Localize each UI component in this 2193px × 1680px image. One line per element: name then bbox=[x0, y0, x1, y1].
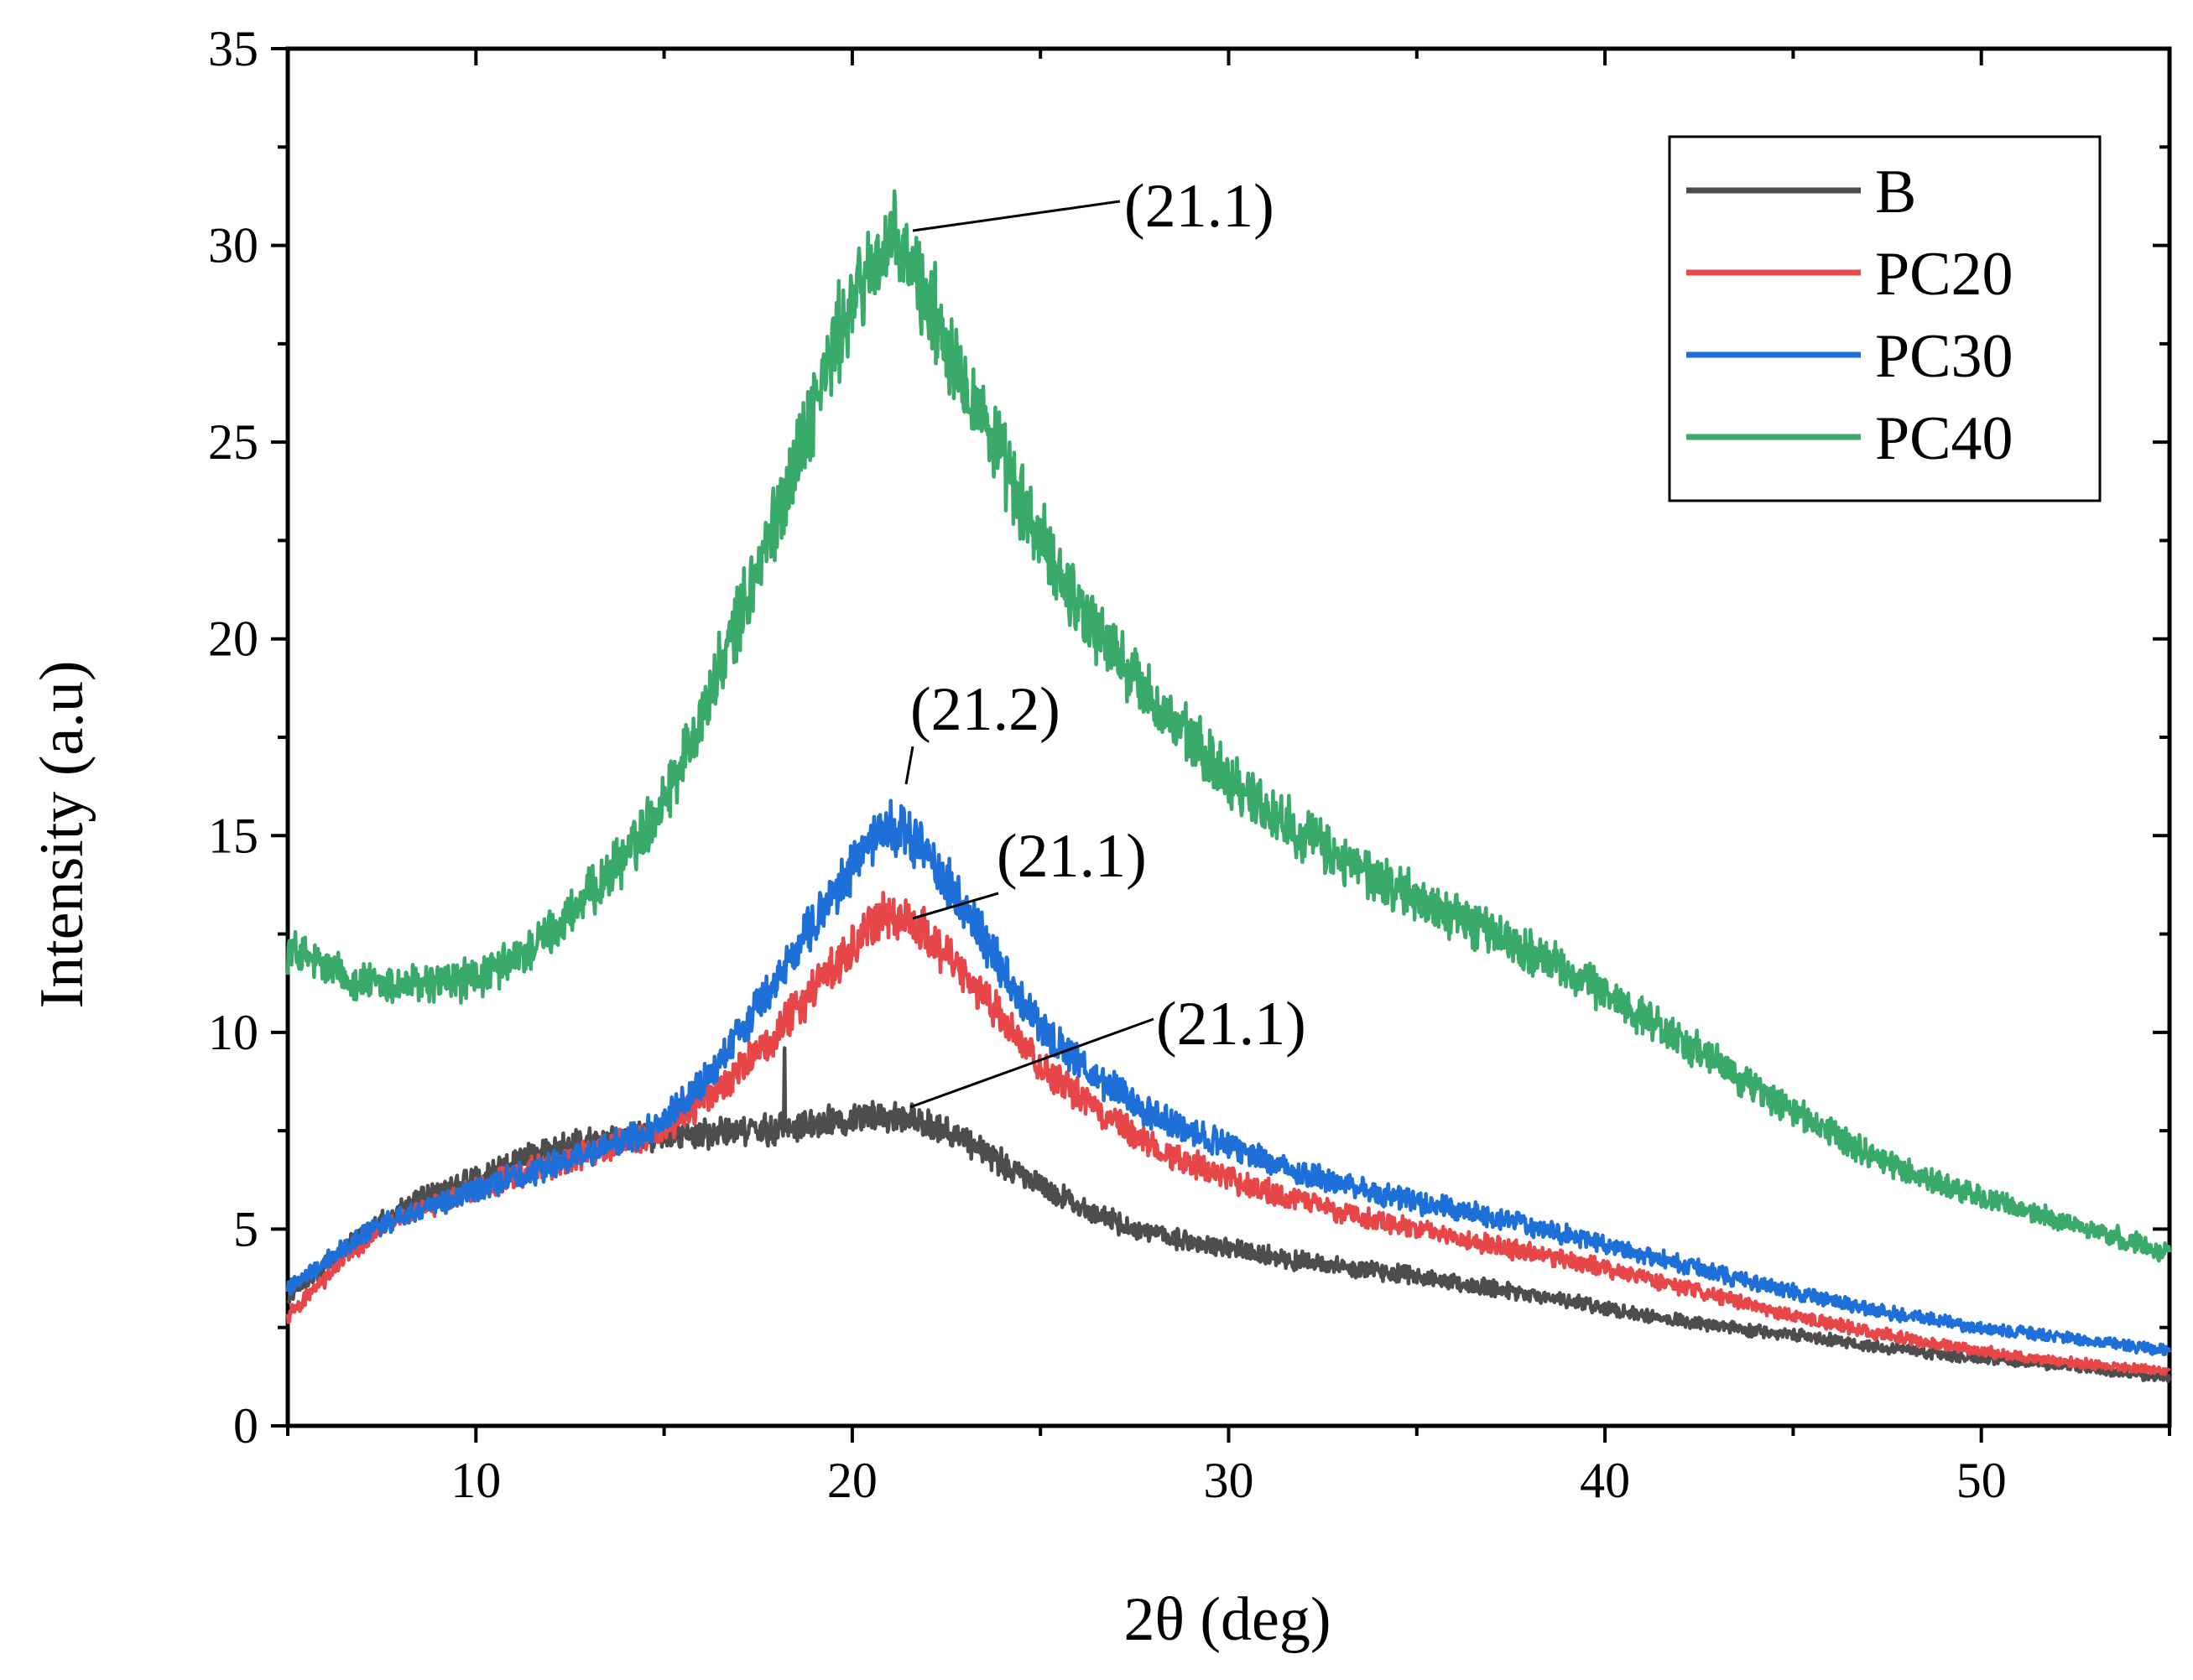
y-tick-label: 25 bbox=[208, 414, 258, 470]
y-tick-label: 30 bbox=[208, 218, 258, 273]
series-line-pc40 bbox=[285, 189, 2172, 1263]
annotation-leader bbox=[912, 200, 1121, 232]
legend-label-pc40: PC40 bbox=[1875, 404, 2013, 473]
legend-label-pc30: PC30 bbox=[1875, 322, 2013, 391]
annotation-label: (21.1) bbox=[1124, 172, 1274, 241]
x-tick-labels: 10 20 30 40 50 bbox=[451, 1453, 2006, 1508]
y-tick-label: 5 bbox=[233, 1201, 258, 1256]
y-tick-label: 0 bbox=[233, 1398, 258, 1454]
y-tick-label: 20 bbox=[208, 611, 258, 667]
x-tick-label: 30 bbox=[1204, 1453, 1254, 1508]
x-axis-title: 2θ (deg) bbox=[1123, 1585, 1331, 1654]
x-tick-label: 10 bbox=[451, 1453, 501, 1508]
y-axis-title: Intensity (a.u) bbox=[28, 660, 96, 1008]
annotation-layer: (21.1) (21.2) (21.1) (21.1) bbox=[904, 172, 1306, 1109]
annotation-label: (21.2) bbox=[910, 675, 1060, 744]
y-tick-label: 35 bbox=[208, 21, 258, 76]
y-tick-label: 10 bbox=[208, 1005, 258, 1060]
annotation-leader bbox=[912, 892, 999, 920]
x-tick-label: 50 bbox=[1956, 1453, 2007, 1508]
legend-label-b: B bbox=[1875, 158, 1916, 226]
legend-label-pc20: PC20 bbox=[1875, 240, 2013, 309]
annotation-label: (21.1) bbox=[997, 822, 1147, 891]
series-layer bbox=[285, 189, 2172, 1384]
axis-ticks bbox=[271, 47, 2171, 1443]
annotation-label: (21.1) bbox=[1156, 990, 1306, 1058]
series-line-pc30 bbox=[285, 798, 2172, 1356]
legend: B PC20 PC30 PC40 bbox=[1668, 135, 2102, 502]
x-tick-label: 20 bbox=[827, 1453, 878, 1508]
annotation-leader bbox=[904, 746, 914, 785]
x-tick-label: 40 bbox=[1580, 1453, 1630, 1508]
legend-items: B PC20 PC30 PC40 bbox=[1686, 158, 2013, 473]
y-tick-labels: 0 5 10 15 20 25 30 35 bbox=[208, 21, 258, 1454]
annotation-leader bbox=[909, 1017, 1154, 1109]
y-tick-label: 15 bbox=[208, 808, 258, 863]
legend-box bbox=[1668, 135, 2102, 502]
